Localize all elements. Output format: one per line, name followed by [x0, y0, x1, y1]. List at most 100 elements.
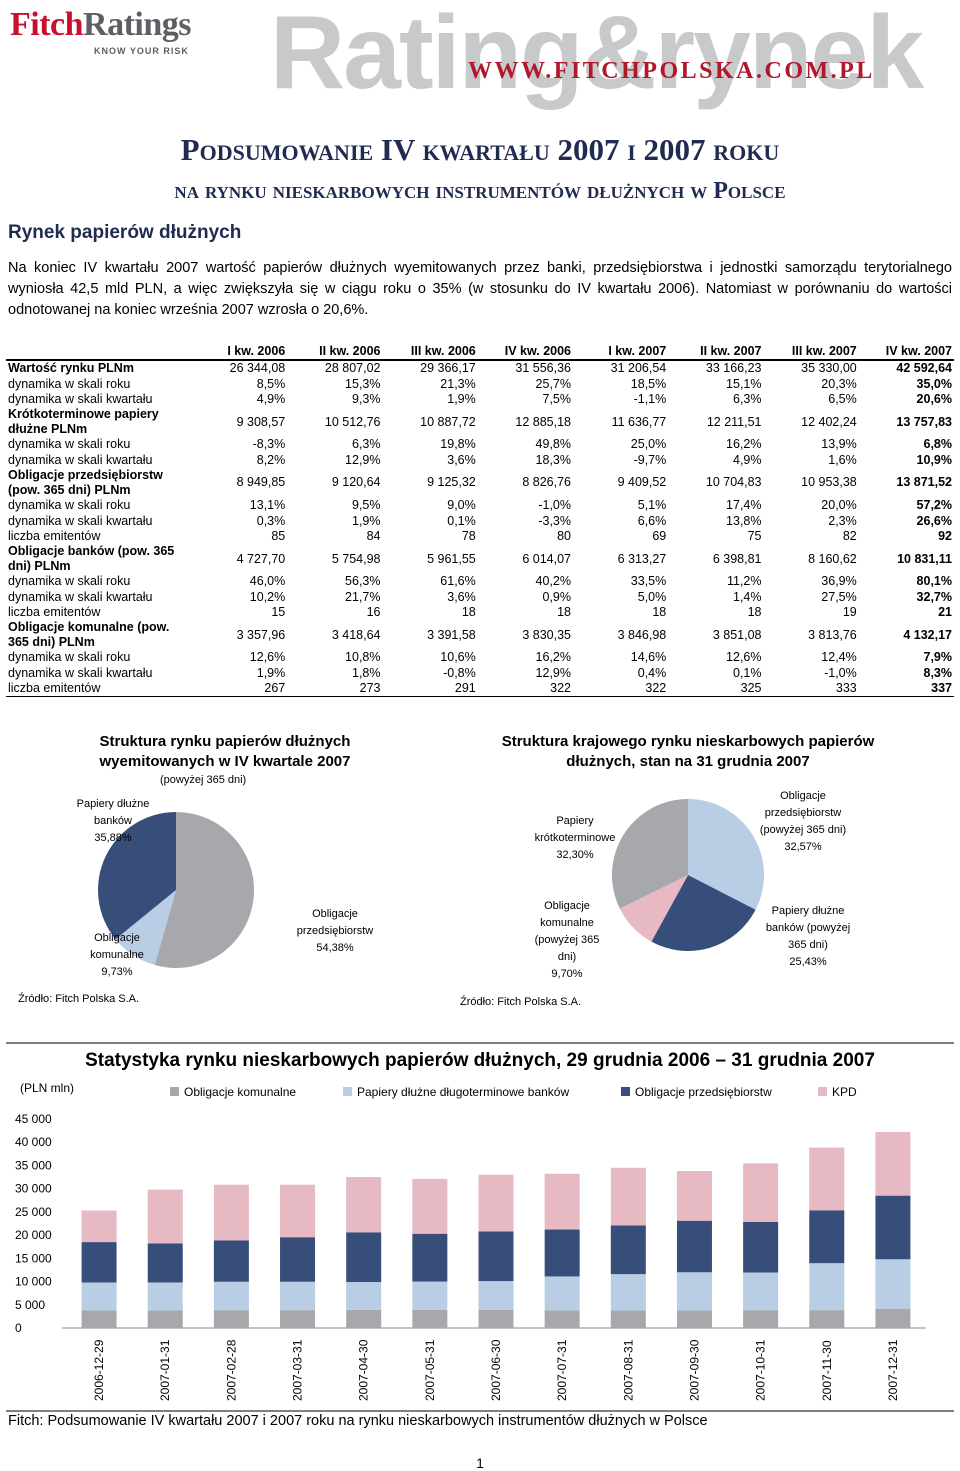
row-label: Wartość rynku PLNm: [8, 361, 134, 376]
cell: 6,5%: [828, 391, 857, 406]
table-row: liczba emitentów 85 84 78 80 69 75 82 92: [6, 529, 954, 544]
cell: 78: [461, 528, 476, 543]
slice-value: 25,43%: [789, 956, 827, 968]
bar-segment: [412, 1178, 448, 1234]
bar-segment: [478, 1231, 514, 1282]
cell: 13 757,83: [896, 414, 952, 429]
slice-label: Obligacje przedsiębiorstw (powyżej 365 d…: [758, 788, 848, 856]
cell: 46,0%: [249, 574, 286, 589]
cell: -0,8%: [443, 665, 476, 680]
cell: 61,6%: [440, 574, 476, 589]
table-row: dynamika w skali kwartału 0,3% 1,9% 0,1% -3,…: [6, 513, 954, 528]
row-label: dynamika w skali kwartału: [8, 513, 153, 528]
pie-slice: [619, 875, 688, 942]
row-label: liczba emitentów: [6, 681, 192, 698]
slice-value: 54,38%: [316, 942, 354, 954]
row-label: Obligacje przedsiębiorstw (pow. 365 dni)…: [8, 467, 163, 497]
cell: 36,9%: [821, 574, 857, 589]
x-tick-label: 2007-07-31: [555, 1339, 569, 1401]
x-tick-label: 2007-09-30: [687, 1339, 701, 1401]
cell: 7,5%: [542, 391, 572, 406]
table-row: dynamika w skali kwartału 4,9% 9,3% 1,9% 7,5…: [6, 392, 954, 407]
table-row: dynamika w skali roku 13,1% 9,5% 9,0% -1,0% 5…: [6, 498, 954, 513]
slice-label: Obligacje przedsiębiorstw 54,38%: [290, 906, 380, 957]
cell: 29 366,17: [420, 361, 476, 376]
banner: Rating&rynek: [270, 0, 924, 111]
bar-segment: [81, 1242, 117, 1283]
cell: 13,1%: [249, 498, 286, 513]
bar-segment: [544, 1173, 580, 1230]
cell: 12 885,18: [515, 414, 571, 429]
cell: 40,2%: [535, 574, 571, 589]
cell: 9,5%: [352, 498, 381, 513]
cell: 3 357,96: [236, 627, 286, 642]
slice-name: Obligacje przedsiębiorstw: [296, 908, 374, 937]
cell: 12,9%: [535, 665, 571, 680]
cell: 6 313,27: [617, 551, 667, 566]
cell: 12,9%: [345, 452, 381, 467]
chart-title: Statystyka rynku nieskarbowych papierów …: [85, 1050, 875, 1071]
cell: 11 636,77: [611, 414, 667, 429]
bar-segment: [809, 1210, 845, 1264]
paragraph: Na koniec IV kwartału 2007 wartość papie…: [8, 260, 952, 318]
cell: 10 704,83: [705, 475, 762, 490]
cell: 13,8%: [726, 513, 762, 528]
x-tick-label: 2007-10-31: [754, 1339, 768, 1401]
bar-segment: [213, 1184, 249, 1241]
cell: 27,5%: [821, 589, 857, 604]
slice-label: Obligacje komunalne 9,73%: [82, 930, 152, 981]
cell: 333: [763, 681, 859, 698]
cell: 75: [747, 528, 762, 543]
pie-slice: [115, 890, 176, 966]
slice-label: Papiery krótkoterminowe 32,30%: [525, 813, 625, 864]
cell: 1,9%: [447, 391, 476, 406]
cell: 10,6%: [440, 650, 476, 665]
row-label: dynamika w skali roku: [8, 376, 131, 391]
cell: 8 949,85: [236, 475, 286, 490]
cell: 322: [573, 681, 669, 698]
table-row: dynamika w skali roku 8,5% 15,3% 21,3% 25,7%…: [6, 376, 954, 391]
cell: 3 846,98: [617, 627, 667, 642]
slice-value: 9,70%: [551, 968, 583, 980]
cell: -3,3%: [538, 513, 571, 528]
x-tick-label: 2007-03-31: [291, 1339, 305, 1401]
column-header: III kw. 2007: [763, 344, 859, 361]
title: na rynku nieskarbowych instrumentów dłuż…: [174, 178, 786, 204]
pie-slice: [612, 799, 688, 909]
cell: 10 887,72: [420, 414, 476, 429]
bar-segment: [346, 1177, 382, 1233]
column-header: I kw. 2006: [192, 344, 288, 361]
column-header: I kw. 2007: [573, 344, 669, 361]
cell: 10,9%: [916, 452, 952, 467]
y-tick-label: 20 000: [15, 1228, 52, 1242]
pie-slice: [651, 875, 756, 951]
cell: 20,0%: [821, 498, 857, 513]
table-row: dynamika w skali kwartału 8,2% 12,9% 3,6% 18…: [6, 453, 954, 468]
footer: Fitch: Podsumowanie IV kwartału 2007 i 2…: [8, 1413, 708, 1429]
cell: 6,6%: [637, 513, 667, 528]
cell: 33,5%: [630, 574, 667, 589]
cell: 31 206,54: [610, 361, 667, 376]
cell: 42 592,64: [896, 361, 952, 376]
cell: 273: [287, 681, 383, 698]
row-label: Krótkoterminowe papiery dłużne PLNm: [8, 407, 159, 437]
bar-segment: [280, 1310, 316, 1328]
legend-label: KPD: [832, 1085, 857, 1099]
row-label: dynamika w skali roku: [8, 498, 131, 513]
slice-label: Papiery dłużne banków (powyżej 365 dni) 2…: [763, 903, 853, 971]
table-row: liczba emitentów 15 16 18 18 18 18 19 21: [6, 605, 954, 620]
x-tick-label: 2007-11-30: [820, 1340, 834, 1401]
x-tick-label: 2007-02-28: [224, 1339, 238, 1401]
cell: 19: [842, 605, 857, 620]
cell: 21: [938, 605, 952, 620]
cell: 10 512,76: [324, 414, 381, 429]
cell: 82: [842, 528, 857, 543]
bar-segment: [809, 1310, 845, 1328]
cell: 28 807,02: [324, 361, 381, 376]
y-tick-label: 40 000: [15, 1135, 52, 1149]
bar-segment: [213, 1281, 249, 1311]
bar-segment: [147, 1243, 183, 1283]
cell: 5,0%: [637, 589, 667, 604]
cell: 10 831,11: [897, 551, 952, 566]
